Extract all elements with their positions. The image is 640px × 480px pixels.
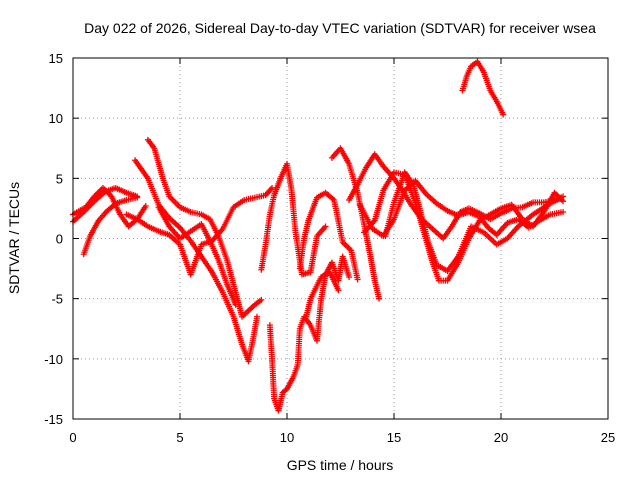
- series-trace-17: [459, 58, 507, 118]
- data-point: [376, 295, 383, 302]
- tick-labels: 0 5 10 15 20 25 15 10 5 0 -5 -10 -15: [44, 51, 615, 445]
- x-tick-label: 0: [69, 430, 76, 445]
- y-tick-label: 10: [49, 111, 63, 126]
- series-trace-5: [132, 157, 261, 365]
- series-trace-9: [258, 160, 329, 278]
- x-tick-label: 10: [280, 430, 294, 445]
- data-point: [134, 194, 141, 201]
- series-trace-8: [266, 253, 353, 414]
- series-trace-15: [382, 169, 567, 274]
- x-tick-label: 20: [494, 430, 508, 445]
- series-trace-16: [356, 177, 567, 240]
- y-axis-label: SDTVAR / TECUs: [6, 182, 22, 294]
- data-point: [354, 276, 361, 283]
- x-tick-label: 5: [176, 430, 183, 445]
- series-trace-7: [155, 204, 239, 308]
- y-tick-label: 5: [56, 171, 63, 186]
- y-tick-label: -10: [44, 352, 63, 367]
- series-trace-6: [123, 184, 276, 278]
- series-trace-10: [296, 189, 361, 283]
- axes: [72, 57, 609, 420]
- data-point: [342, 241, 349, 248]
- y-tick-label: 0: [56, 232, 63, 247]
- data-point: [560, 193, 567, 200]
- chart-title: Day 022 of 2026, Sidereal Day-to-day VTE…: [84, 20, 596, 36]
- data-point: [343, 243, 350, 250]
- x-tick-label: 15: [387, 430, 401, 445]
- x-axis-label: GPS time / hours: [287, 457, 394, 473]
- series-trace-11: [303, 269, 342, 320]
- data-point: [232, 301, 239, 308]
- y-tick-label: -5: [51, 292, 63, 307]
- data-point: [254, 313, 261, 320]
- series-trace-3: [80, 194, 141, 258]
- series-trace-4: [144, 136, 265, 320]
- data-point: [345, 244, 352, 251]
- data-point: [346, 274, 353, 281]
- x-tick-label: 25: [601, 430, 615, 445]
- data-point: [142, 203, 149, 210]
- data-point: [258, 296, 265, 303]
- data-point: [335, 287, 342, 294]
- data-marks: [70, 58, 567, 414]
- y-tick-label: -15: [44, 412, 63, 427]
- data-point: [322, 223, 329, 230]
- data-point: [560, 209, 567, 216]
- data-point: [500, 111, 507, 118]
- y-tick-label: 15: [49, 51, 63, 66]
- plot-border: [72, 57, 609, 420]
